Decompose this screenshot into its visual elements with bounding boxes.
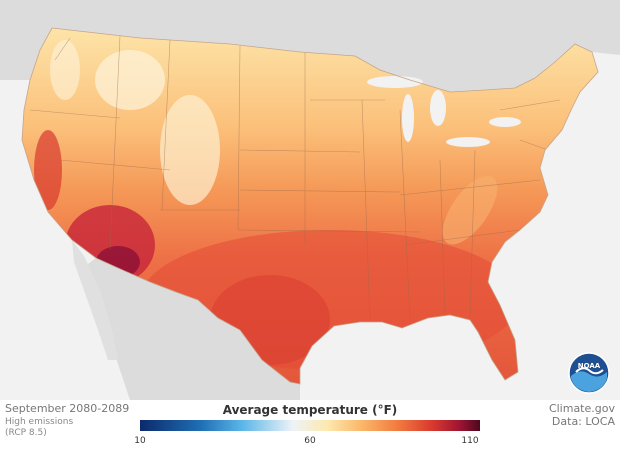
cool-region-northern-rockies bbox=[95, 50, 165, 110]
great-lakes bbox=[367, 76, 521, 147]
data-source-label: Data: LOCA bbox=[551, 415, 615, 428]
cool-region-cascades bbox=[50, 40, 80, 100]
cool-region-rockies bbox=[160, 95, 220, 205]
noaa-logo: NOAA bbox=[568, 352, 610, 394]
temperature-map bbox=[0, 0, 620, 400]
scenario-line-1: High emissions bbox=[5, 417, 74, 427]
heat-region-central-valley bbox=[34, 130, 62, 210]
mexico-landmass bbox=[80, 258, 300, 400]
noaa-logo-text: NOAA bbox=[578, 362, 601, 370]
scenario-line-2: (RCP 8.5) bbox=[5, 428, 47, 438]
legend-mid-label: 60 bbox=[304, 436, 316, 446]
canada-landmass bbox=[0, 0, 620, 92]
credit-label: Climate.gov bbox=[548, 402, 615, 415]
time-period-label: September 2080-2089 bbox=[5, 402, 130, 415]
cool-region-appalachians bbox=[442, 175, 498, 245]
legend-max-label: 110 bbox=[461, 436, 479, 446]
legend-color-bar bbox=[140, 420, 480, 431]
emissions-scenario-label: High emissions (RCP 8.5) bbox=[5, 417, 73, 439]
state-boundaries bbox=[29, 35, 561, 321]
baja-peninsula bbox=[72, 240, 118, 360]
legend-title: Average temperature (°F) bbox=[222, 403, 398, 417]
legend-min-label: 10 bbox=[134, 436, 146, 446]
